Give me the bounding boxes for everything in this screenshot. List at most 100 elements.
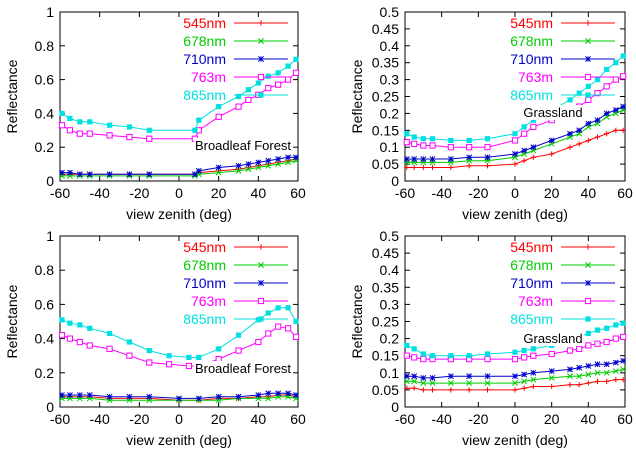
x-tick-label: 60 <box>617 185 633 201</box>
data-point <box>235 393 242 400</box>
x-axis-label: view zenith (deg) <box>126 432 232 448</box>
y-tick-label: 0.3 <box>380 296 400 312</box>
data-point <box>429 142 436 149</box>
x-tick-label: -40 <box>432 411 452 427</box>
data-point <box>466 144 473 151</box>
legend-marker <box>585 20 591 26</box>
legend-marker <box>258 38 264 44</box>
data-point <box>265 73 271 79</box>
legend-label: 710nm <box>183 275 226 291</box>
x-tick-label: 40 <box>581 411 597 427</box>
data-point <box>66 392 73 398</box>
data-point <box>66 169 73 176</box>
data-point <box>192 127 198 133</box>
data-point <box>603 83 610 90</box>
data-point <box>612 359 619 366</box>
data-point <box>466 163 472 169</box>
data-point <box>58 332 66 339</box>
x-tick-label: -60 <box>50 185 70 201</box>
series-line <box>61 307 297 358</box>
data-point <box>613 322 619 328</box>
data-point <box>411 140 418 147</box>
y-tick-label: 0.1 <box>380 139 400 155</box>
data-point <box>612 368 619 375</box>
x-tick-label: -60 <box>395 185 415 201</box>
y-tick-label: 0.4 <box>35 105 55 121</box>
data-point <box>484 136 491 142</box>
data-point <box>215 169 222 176</box>
data-point <box>512 151 518 157</box>
data-point <box>576 345 583 352</box>
data-point <box>521 147 528 154</box>
data-point <box>255 392 262 398</box>
data-point <box>146 135 153 142</box>
data-point <box>186 354 192 361</box>
data-point <box>284 76 292 83</box>
chart-panel-1: 0 0.2 0.4 0.6 0.8 1 -60 -40 -20 0 20 40 60 view zenit… <box>4 4 306 222</box>
data-point <box>594 77 601 83</box>
data-point <box>585 83 591 89</box>
data-point <box>604 378 610 384</box>
data-point <box>530 352 537 359</box>
data-point <box>576 382 582 388</box>
data-point <box>265 310 271 316</box>
data-point <box>284 325 292 332</box>
data-point <box>448 164 454 171</box>
data-point <box>530 376 537 383</box>
data-point <box>576 127 583 134</box>
legend: 545nm 678nm 710nm 763m 865nm <box>510 15 615 103</box>
data-point <box>484 351 491 357</box>
data-point <box>166 353 172 359</box>
data-point <box>620 377 626 383</box>
series-4 <box>59 305 299 361</box>
data-point <box>265 157 272 164</box>
data-point <box>429 374 436 381</box>
legend-label: 763m <box>518 293 553 309</box>
data-point <box>420 374 427 381</box>
data-point <box>567 97 573 103</box>
data-point <box>67 320 73 326</box>
data-point <box>404 131 410 137</box>
data-point <box>420 156 427 162</box>
x-tick-label: 60 <box>290 411 306 427</box>
legend: 545nm 678nm 710nm 763m 865nm <box>183 15 288 103</box>
data-point <box>245 87 252 93</box>
data-point <box>447 380 454 387</box>
data-point <box>86 392 93 398</box>
data-point <box>530 123 537 131</box>
data-point <box>585 120 592 127</box>
data-point <box>567 373 573 380</box>
data-point <box>594 378 601 384</box>
data-point <box>620 357 627 364</box>
chart-panel-3: 0 0.2 0.4 0.6 0.8 1 -60 -40 -20 0 20 40 60 view zenit… <box>4 228 306 448</box>
data-point <box>548 368 555 375</box>
x-tick-label: -40 <box>90 185 110 201</box>
series-0 <box>404 377 626 393</box>
y-axis-label: Reflectance <box>4 284 20 358</box>
data-point <box>549 151 555 157</box>
legend-label: 545nm <box>183 239 226 255</box>
data-point <box>466 353 472 359</box>
series-line <box>62 396 297 401</box>
data-point <box>585 330 591 337</box>
data-point <box>548 137 555 144</box>
data-point <box>292 333 300 340</box>
data-point <box>87 325 93 331</box>
data-point <box>411 346 417 352</box>
series-1 <box>403 366 627 387</box>
legend-label: 545nm <box>183 15 226 31</box>
data-point <box>511 137 519 144</box>
data-point <box>576 373 583 380</box>
legend-marker <box>585 38 591 44</box>
data-point <box>196 117 202 123</box>
data-point <box>521 354 528 361</box>
data-point <box>66 127 74 134</box>
legend-label: 763m <box>191 293 226 309</box>
data-point <box>448 137 454 144</box>
x-axis-label: view zenith (deg) <box>126 206 232 222</box>
data-point <box>411 156 418 162</box>
data-point <box>106 330 113 337</box>
data-point <box>265 390 272 397</box>
x-tick-label: 40 <box>251 411 267 427</box>
